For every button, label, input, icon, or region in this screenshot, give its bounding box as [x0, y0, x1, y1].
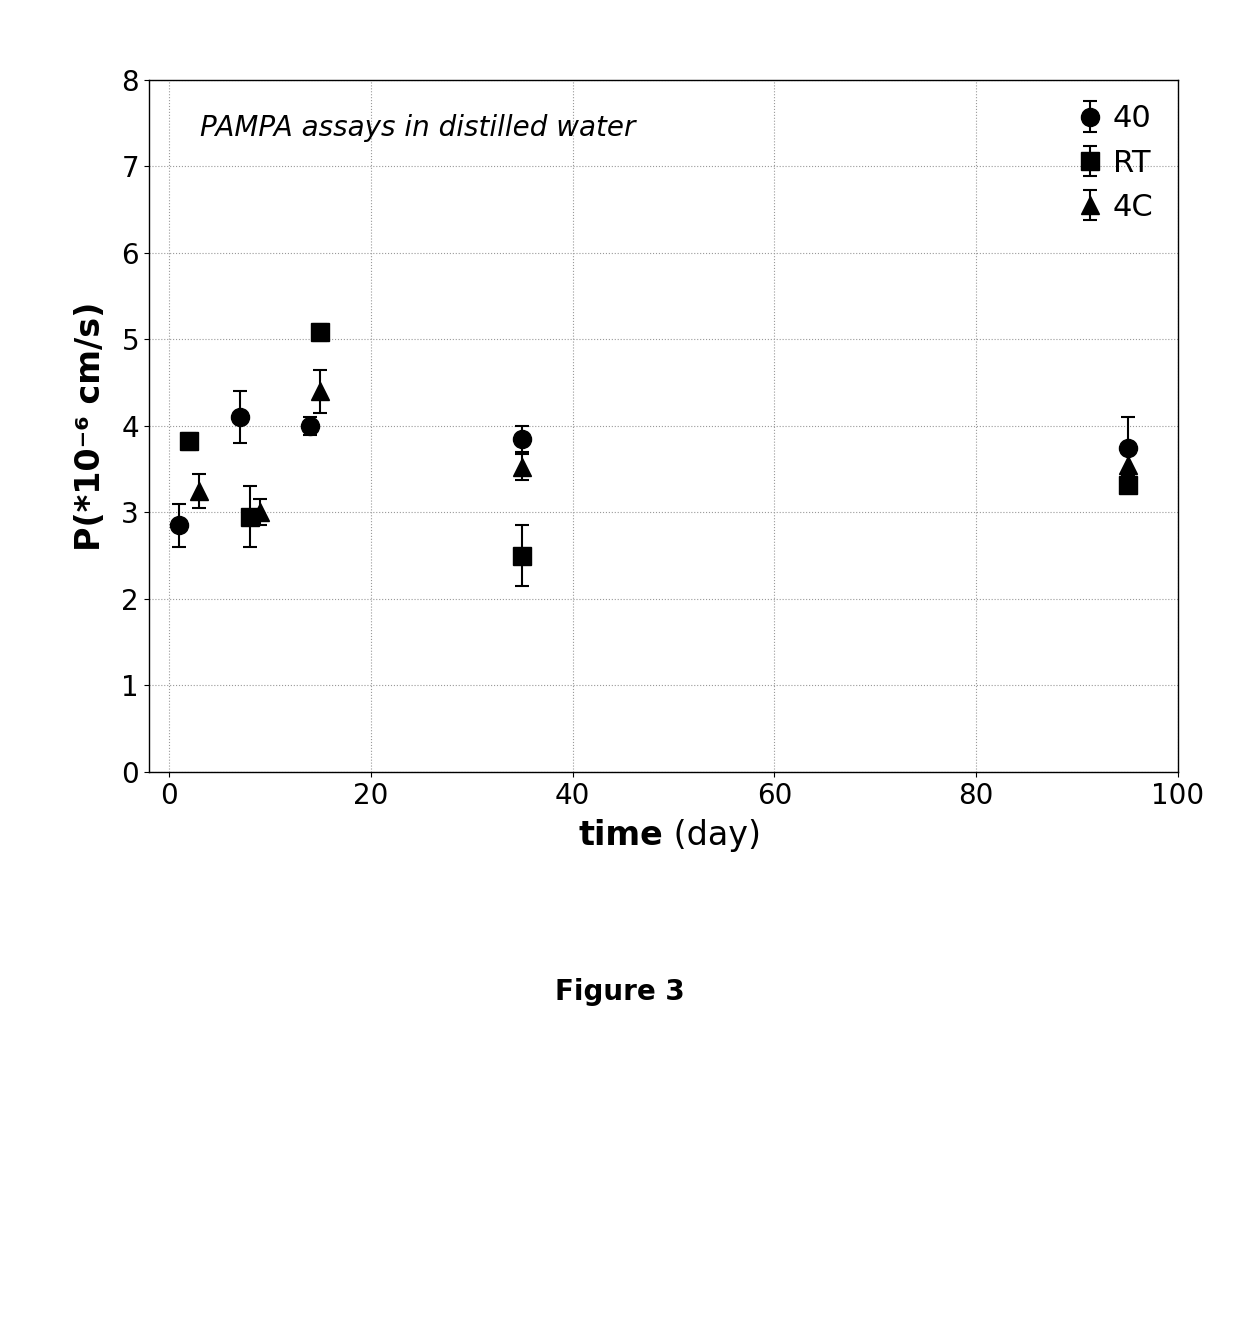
- Text: (day): (day): [663, 819, 761, 852]
- Legend: 40, RT, 4C: 40, RT, 4C: [1073, 95, 1163, 232]
- Text: PAMPA assays in distilled water: PAMPA assays in distilled water: [201, 114, 636, 142]
- Y-axis label: P(*10⁻⁶ cm/s): P(*10⁻⁶ cm/s): [74, 301, 108, 551]
- Text: time: time: [579, 819, 663, 852]
- Text: Figure 3: Figure 3: [556, 978, 684, 1006]
